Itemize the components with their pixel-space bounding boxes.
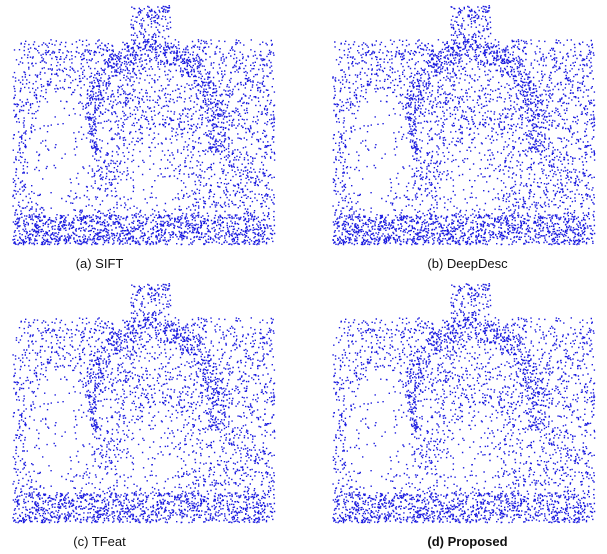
panel: (c) TFeat [2,282,287,552]
point-cloud [12,283,276,524]
panel: (b) DeepDesc [322,4,607,274]
points [332,5,596,246]
caption: (d) Proposed [427,534,508,549]
point-cloud [332,5,596,246]
panel: (a) SIFT [2,4,287,274]
points [332,283,596,524]
panel: (d) Proposed [322,282,607,552]
caption: (c) TFeat [73,534,126,549]
point-cloud [12,5,276,246]
caption: (b) DeepDesc [427,256,508,271]
points [12,283,276,524]
points [12,5,276,246]
point-cloud [332,283,596,524]
caption: (a) SIFT [75,256,124,271]
